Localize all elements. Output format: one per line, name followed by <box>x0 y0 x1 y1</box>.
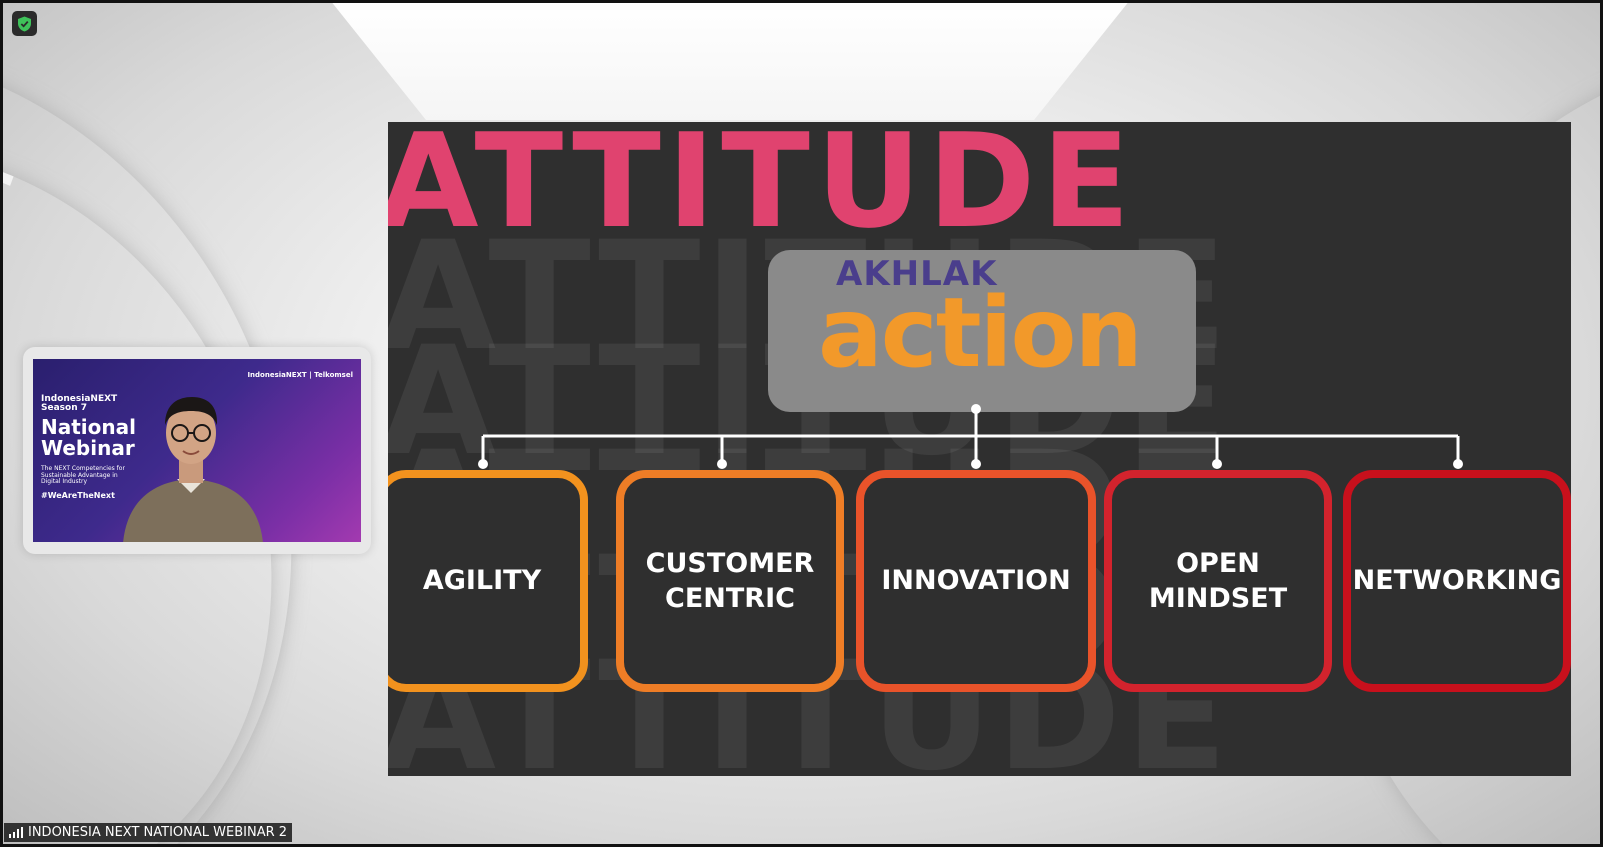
value-box-networking: NETWORKING <box>1343 470 1571 692</box>
background-ceiling <box>330 0 1130 120</box>
speaker-video: IndonesiaNEXT | Telkomsel IndonesiaNEXT … <box>33 359 361 542</box>
speaker-figure <box>123 397 263 542</box>
video-subtitle: The NEXT Competencies for Sustainable Ad… <box>41 465 125 486</box>
participant-name: INDONESIA NEXT NATIONAL WEBINAR 2 <box>28 825 288 840</box>
speaker-video-tile[interactable]: IndonesiaNEXT | Telkomsel IndonesiaNEXT … <box>23 347 371 554</box>
value-box-innovation: INNOVATION <box>856 470 1096 692</box>
logo-big-text: action <box>818 277 1143 389</box>
value-label: CUSTOMER CENTRIC <box>645 547 815 614</box>
participant-name-label: INDONESIA NEXT NATIONAL WEBINAR 2 <box>4 823 293 842</box>
tree-connector <box>478 404 1463 469</box>
video-title: National Webinar <box>41 415 136 460</box>
slide-title: ATTITUDE <box>388 122 1137 257</box>
value-label: AGILITY <box>422 565 542 597</box>
video-hashtag: #WeAreTheNext <box>41 491 115 500</box>
encryption-shield-button[interactable] <box>12 11 37 36</box>
value-label: OPEN MINDSET <box>1148 547 1288 614</box>
value-label: INNOVATION <box>881 565 1071 597</box>
shared-slide: ATTITUDE ATTITUDE ATTITUDE ATTITUDE ATTI… <box>388 122 1571 776</box>
sponsor-logos: IndonesiaNEXT | Telkomsel <box>247 371 353 379</box>
value-box-open-mindset: OPEN MINDSET <box>1104 470 1332 692</box>
signal-bars-icon <box>9 827 23 838</box>
video-brand: IndonesiaNEXT Season 7 <box>41 394 118 414</box>
value-box-customer-centric: CUSTOMER CENTRIC <box>616 470 844 692</box>
shield-check-icon <box>18 16 31 31</box>
value-box-agility: AGILITY <box>388 470 588 692</box>
logo-small-text: AKHLAK <box>836 254 998 294</box>
akhlak-action-logo: AKHLAK action <box>768 250 1196 412</box>
value-label: NETWORKING <box>1352 565 1562 597</box>
